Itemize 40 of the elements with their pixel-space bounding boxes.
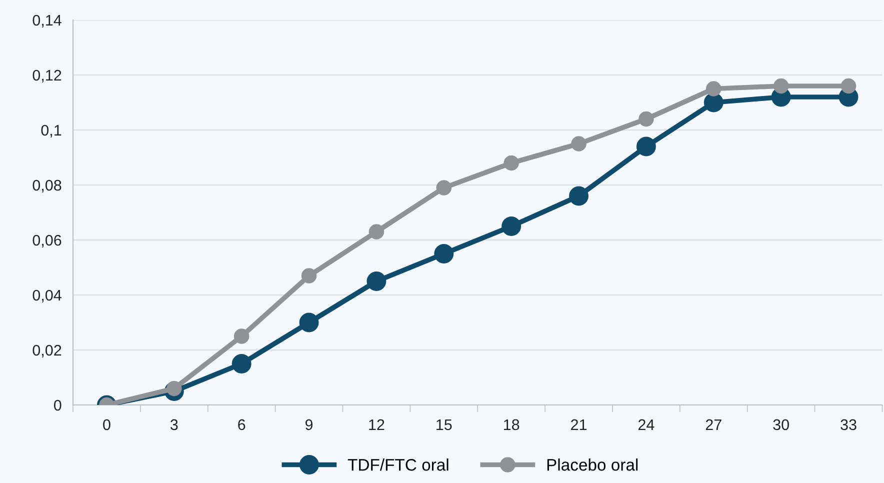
point [571,136,586,152]
legend-label: Placebo oral [547,458,638,471]
point [504,155,519,171]
x-tick-label: 21 [571,419,587,430]
y-tick-label: 0,1 [41,124,62,138]
x-tick-label: 3 [170,419,178,430]
point [636,136,656,156]
y-tick-label: 0,12 [32,70,62,82]
point [569,186,588,206]
point [706,81,722,96]
x-tick-label: 24 [638,419,654,430]
y-tick-label: 0,14 [32,14,62,28]
point [773,78,789,94]
point [299,312,319,332]
y-tick-label: 0,06 [32,234,62,248]
x-tick-label: 15 [436,419,452,430]
point [301,268,317,284]
point [234,328,250,344]
x-tick-label: 27 [706,419,722,430]
y-tick-label: 0,02 [32,344,62,358]
x-tick-label: 6 [238,419,246,430]
point [704,92,724,112]
point [366,272,386,291]
x-tick-label: 18 [504,419,520,430]
x-tick-label: 30 [773,419,789,430]
point [368,224,384,240]
point [638,111,654,127]
point [840,78,856,94]
point [434,244,454,264]
point [436,180,452,196]
y-tick-label: 0,04 [32,290,62,302]
legend-label: TDF/FTC oral [348,458,448,471]
x-tick-label: 12 [369,419,384,430]
x-tick-label: 0 [103,419,110,430]
y-tick-label: 0,08 [32,180,62,192]
x-tick-label: 33 [840,419,856,430]
point [502,216,522,236]
point [232,354,252,374]
x-tick-label: 9 [305,419,313,430]
y-tick-label: 0 [54,400,62,411]
